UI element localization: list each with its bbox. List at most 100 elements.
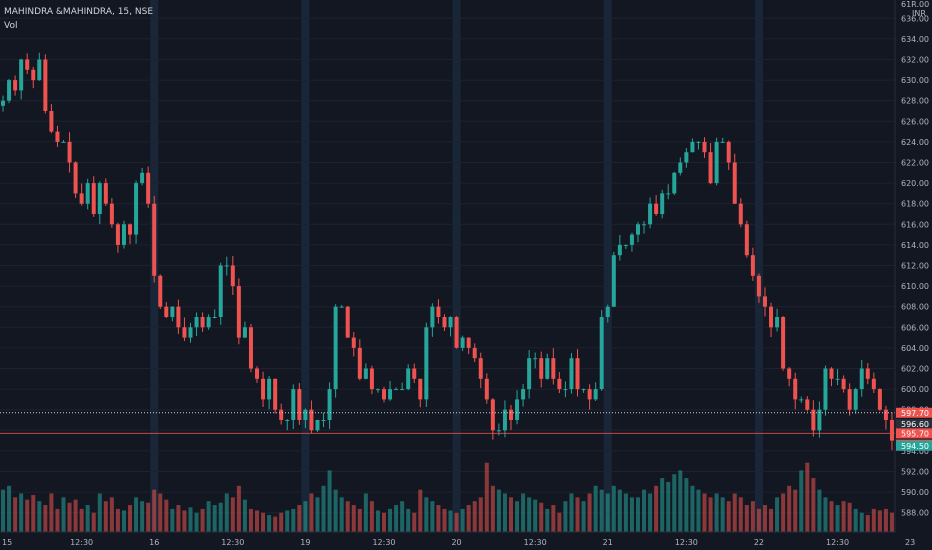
candle-body (351, 337, 356, 348)
volume-bar (218, 502, 223, 532)
volume-bar (756, 508, 761, 532)
volume-bar (732, 493, 737, 532)
candle-body (1, 100, 6, 106)
volume-bar (587, 493, 592, 532)
volume-bar (859, 512, 864, 532)
candle-body (176, 306, 181, 328)
volume-bar (666, 481, 671, 532)
candle-body (279, 409, 284, 420)
candle-body (315, 420, 320, 431)
volume-bar (230, 497, 235, 532)
candle-body (883, 409, 888, 420)
candle-body (811, 409, 816, 431)
volume-bar (134, 497, 139, 532)
volume-bar (533, 499, 538, 532)
candle-body (158, 275, 163, 307)
candle-body (490, 399, 495, 431)
y-tick-label: 614.00 (901, 241, 929, 250)
volume-bar (883, 508, 888, 532)
volume-bar (539, 502, 544, 532)
volume-bar (412, 512, 417, 532)
candle-body (382, 389, 387, 400)
candle-body (889, 420, 894, 441)
candle-body (678, 162, 683, 173)
volume-bar (321, 485, 326, 532)
symbol-title[interactable]: MAHINDRA &MAHINDRA, 15, NSE (4, 7, 154, 17)
candle-body (182, 327, 187, 338)
candle-body (13, 80, 18, 91)
volume-bar (128, 505, 133, 532)
volume-bar (121, 510, 126, 532)
candle-body (762, 296, 767, 307)
candle-body (170, 306, 175, 317)
candle-body (303, 409, 308, 420)
volume-bar (841, 501, 846, 532)
volume-bar (889, 512, 894, 532)
candle-body (357, 347, 362, 379)
volume-bar (847, 502, 852, 532)
price-label: 595.70 (901, 429, 929, 438)
candle-body (121, 224, 126, 245)
candle-body (829, 368, 834, 379)
price-label: 594.50 (901, 442, 929, 451)
volume-bar (236, 485, 241, 532)
volume-bar (557, 512, 562, 532)
volume-bar (188, 507, 193, 532)
candle-body (412, 368, 417, 379)
legend: MAHINDRA &MAHINDRA, 15, NSE Vol (4, 5, 153, 33)
candle-body (629, 234, 634, 245)
volume-bar (642, 489, 647, 532)
volume-bar (521, 493, 526, 532)
candle-body (515, 399, 520, 420)
candle-body (400, 389, 405, 391)
volume-bar (345, 501, 350, 532)
volume-bar (865, 515, 870, 532)
volume-bar (85, 505, 90, 532)
candle-body (418, 378, 423, 400)
candle-body (611, 255, 616, 307)
volume-bar (7, 485, 12, 532)
y-tick-label: 602.00 (901, 365, 929, 374)
volume-bar (496, 489, 501, 532)
candle-body (388, 389, 393, 400)
volume-bar (466, 505, 471, 532)
candle-body (823, 368, 828, 410)
volume-bar (170, 508, 175, 532)
volume-bar (55, 508, 60, 532)
volume-legend[interactable]: Vol (4, 21, 18, 31)
volume-bar (527, 497, 532, 532)
candle-body (732, 162, 737, 204)
y-tick-label: 604.00 (901, 344, 929, 353)
candle-body (575, 358, 580, 390)
volume-bar (224, 493, 229, 532)
volume-bar (793, 489, 798, 532)
x-tick-label: 12:30 (826, 538, 849, 547)
volume-bar (738, 497, 743, 532)
candle-body (617, 244, 622, 256)
candle-body (19, 59, 24, 91)
volume-bar (575, 497, 580, 532)
volume-bar (103, 501, 108, 532)
volume-bar (877, 510, 882, 532)
candle-body (43, 59, 48, 111)
candle-body (793, 378, 798, 400)
candle-body (128, 224, 133, 235)
candle-body (25, 59, 30, 70)
y-tick-label: 626.00 (901, 117, 929, 126)
volume-bar (369, 501, 374, 532)
price-label-bg (896, 419, 932, 430)
volume-bar (267, 515, 272, 532)
candle-body (527, 358, 532, 390)
candle-body (67, 141, 72, 163)
currency-label: INR (912, 9, 926, 18)
candle-body (273, 378, 278, 410)
volume-bar (37, 501, 42, 532)
volume-bar (629, 497, 634, 532)
volume-bar (799, 470, 804, 532)
candle-body (708, 152, 713, 184)
candle-body (85, 183, 90, 204)
volume-bar (206, 501, 211, 532)
volume-bar (502, 493, 507, 532)
